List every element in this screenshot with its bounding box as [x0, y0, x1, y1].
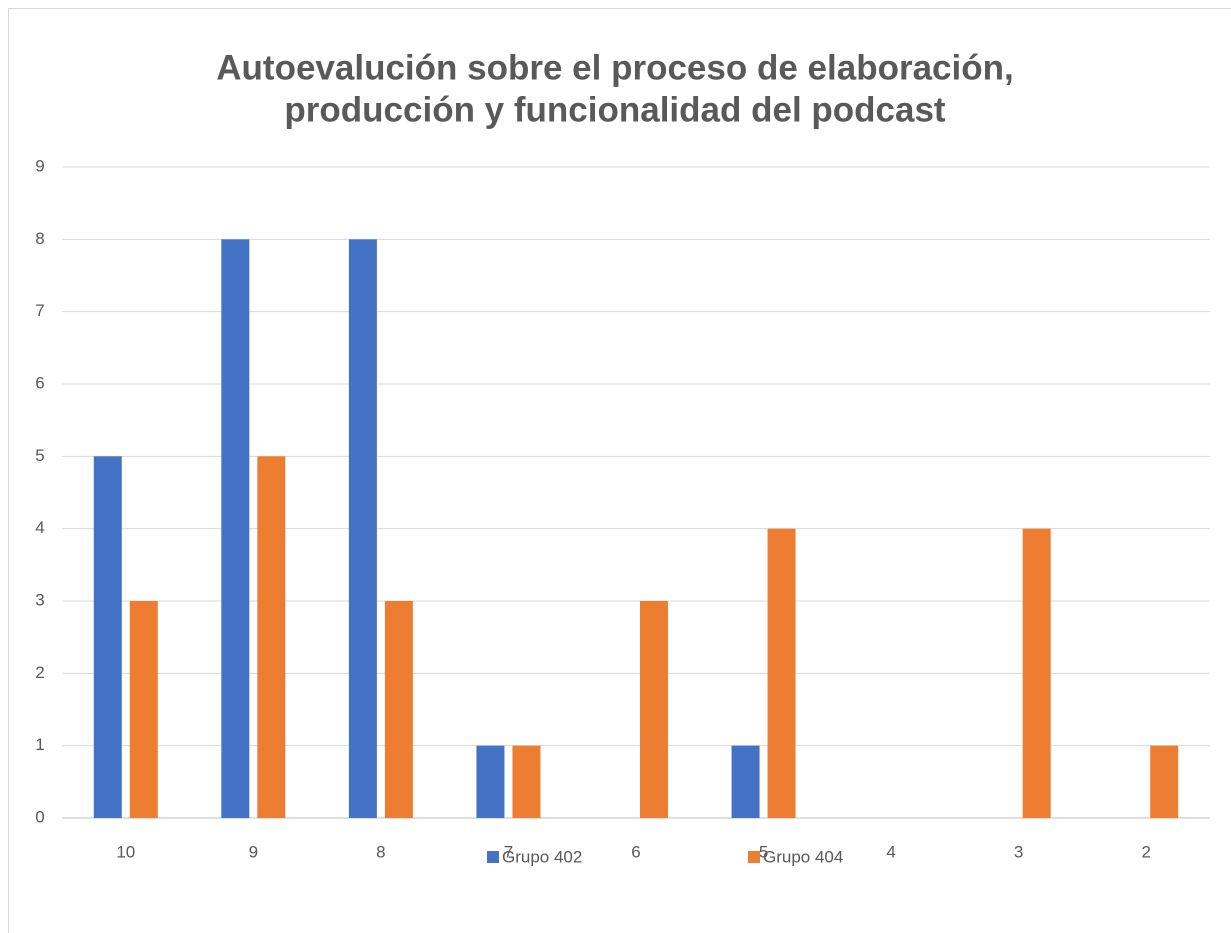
bar [93, 456, 122, 818]
y-tick-label: 1 [35, 735, 44, 754]
bar [731, 745, 760, 818]
chart-title: producción y funcionalidad del podcast [284, 90, 946, 129]
bar [476, 745, 505, 818]
chart-title: Autoevalución sobre el proceso de elabor… [216, 48, 1013, 87]
bar [221, 239, 250, 819]
bar [348, 239, 377, 819]
legend-swatch [748, 851, 760, 863]
y-tick-label: 7 [35, 301, 44, 320]
y-tick-label: 8 [35, 229, 44, 248]
bar [257, 456, 286, 818]
x-tick-label: 9 [249, 842, 258, 861]
legend-swatch [487, 851, 499, 863]
legend-label: Grupo 402 [502, 847, 582, 866]
y-tick-label: 5 [35, 446, 44, 465]
x-tick-label: 2 [1141, 842, 1150, 861]
x-tick-label: 6 [631, 842, 640, 861]
x-tick-label: 10 [116, 842, 135, 861]
x-tick-label: 4 [886, 842, 895, 861]
y-tick-label: 9 [35, 156, 44, 175]
x-tick-label: 8 [376, 842, 385, 861]
x-tick-label: 7 [504, 842, 513, 861]
bar [512, 745, 541, 818]
bar [129, 601, 158, 818]
y-tick-label: 2 [35, 663, 44, 682]
x-tick-label: 3 [1014, 842, 1023, 861]
y-tick-label: 0 [35, 807, 44, 826]
y-tick-label: 4 [35, 518, 44, 537]
x-tick-label: 5 [759, 842, 768, 861]
y-tick-label: 6 [35, 373, 44, 392]
bar [1150, 745, 1179, 818]
bar [384, 601, 413, 818]
bar [767, 528, 796, 818]
y-tick-label: 3 [35, 590, 44, 609]
legend-label: Grupo 404 [763, 847, 843, 866]
bar [1022, 528, 1051, 818]
bar [640, 601, 668, 818]
